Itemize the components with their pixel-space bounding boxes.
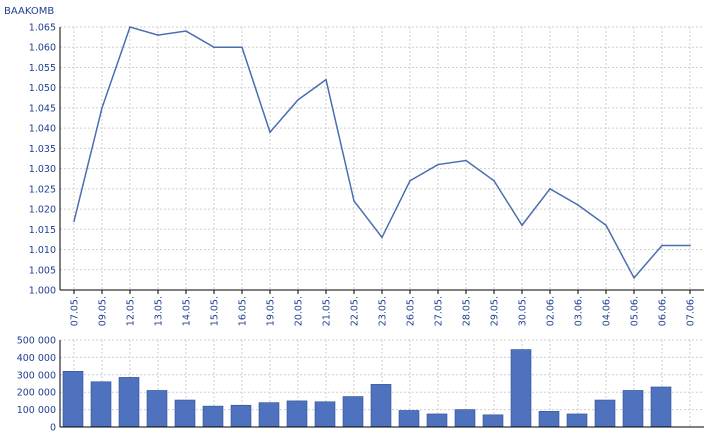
volume-bar	[482, 414, 504, 428]
volume-y-tick-label: 500 000	[17, 336, 56, 347]
x-tick-label: 27.05.	[434, 296, 445, 326]
price-y-tick-label: 1.020	[29, 205, 56, 216]
volume-y-tick-label: 100 000	[17, 405, 56, 416]
volume-bar	[202, 405, 224, 428]
price-point	[73, 220, 75, 223]
x-tick-label: 19.05.	[266, 296, 277, 326]
price-point	[465, 159, 467, 162]
volume-bar	[118, 377, 140, 428]
volume-y-tick-label: 200 000	[17, 388, 56, 399]
price-y-tick-label: 1.045	[29, 103, 56, 114]
volume-y-tick-label: 300 000	[17, 370, 56, 381]
x-tick-label: 22.05.	[350, 296, 361, 326]
price-point	[185, 30, 187, 32]
price-line-series	[73, 26, 691, 280]
price-y-tick-label: 1.050	[29, 83, 56, 94]
volume-bar	[538, 411, 560, 428]
price-grid	[60, 26, 704, 291]
x-tick-label: 16.05.	[238, 296, 249, 326]
price-y-tick-label: 1.030	[29, 164, 56, 175]
x-tick-label: 30.05.	[518, 296, 529, 326]
x-tick-label: 07.06.	[686, 296, 697, 326]
price-y-tick-label: 1.065	[29, 23, 56, 34]
price-point	[661, 244, 663, 247]
volume-y-tick-label: 400 000	[17, 353, 56, 364]
x-tick-label: 28.05.	[462, 296, 473, 326]
volume-bar	[62, 371, 84, 428]
volume-bar	[594, 399, 616, 428]
volume-bar	[146, 390, 168, 428]
x-tick-label: 20.05.	[294, 296, 305, 326]
x-tick-label: 13.05.	[154, 296, 165, 326]
price-y-tick-label: 1.010	[29, 245, 56, 256]
volume-bar-series	[62, 349, 672, 428]
price-y-tick-label: 1.005	[29, 265, 56, 276]
volume-y-axis: 500 000 400 000 300 000 200 000 100 000 0	[17, 336, 56, 433]
volume-bar	[398, 410, 420, 428]
volume-bar	[454, 409, 476, 428]
price-y-tick-label: 1.055	[29, 63, 56, 74]
price-point	[241, 46, 243, 49]
price-point	[521, 224, 523, 227]
price-point	[689, 244, 691, 247]
price-y-tick-label: 1.015	[29, 225, 56, 236]
x-tick-label: 14.05.	[182, 296, 193, 326]
x-tick-label: 09.05.	[98, 296, 109, 326]
x-tick-label: 15.05.	[210, 296, 221, 326]
price-point	[409, 179, 411, 182]
price-x-axis: 07.05. 09.05. 12.05. 13.05. 14.05. 15.05. 16.0…	[70, 290, 697, 326]
volume-bar	[622, 390, 644, 428]
price-point	[269, 131, 271, 133]
price-point	[353, 200, 355, 202]
volume-bar	[230, 404, 252, 428]
ticker-label: BAAKOMB	[4, 6, 54, 17]
volume-bar	[650, 386, 672, 428]
price-point	[493, 179, 495, 182]
price-y-tick-label: 1.025	[29, 184, 56, 195]
volume-bar	[174, 399, 196, 428]
price-y-tick-label: 1.060	[29, 43, 56, 54]
price-point	[297, 99, 299, 101]
x-tick-label: 26.05.	[406, 296, 417, 326]
volume-bar	[566, 413, 588, 428]
x-tick-label: 05.06.	[630, 296, 641, 326]
volume-bar	[426, 413, 448, 428]
price-point	[577, 204, 579, 206]
price-point	[437, 163, 439, 166]
price-point	[605, 224, 607, 227]
price-y-tick-label: 1.000	[29, 286, 56, 297]
x-tick-label: 12.05.	[126, 296, 137, 326]
price-point	[213, 46, 215, 49]
x-tick-label: 07.05.	[70, 296, 81, 326]
x-tick-label: 02.06.	[546, 296, 557, 326]
x-tick-label: 23.05.	[378, 296, 389, 326]
price-point	[101, 107, 103, 109]
price-point	[633, 277, 635, 279]
price-point	[325, 78, 327, 81]
x-tick-label: 21.05.	[322, 296, 333, 326]
price-point	[129, 26, 131, 28]
volume-bar	[510, 349, 532, 428]
x-tick-label: 06.06.	[658, 296, 669, 326]
x-tick-label: 03.06.	[574, 296, 585, 326]
volume-y-tick-label: 0	[50, 423, 56, 433]
x-tick-label: 29.05.	[490, 296, 501, 326]
price-y-tick-label: 1.040	[29, 124, 56, 135]
price-point	[157, 34, 159, 36]
price-point	[381, 236, 383, 239]
volume-bar	[258, 402, 280, 428]
price-y-axis: 1.065 1.060 1.055 1.050 1.045 1.040 1.035 1.030…	[29, 23, 56, 297]
x-tick-label: 04.06.	[602, 296, 613, 326]
volume-bar	[370, 384, 392, 428]
price-y-tick-label: 1.035	[29, 144, 56, 155]
price-point	[549, 188, 551, 190]
chart-axes	[59, 27, 704, 428]
volume-bar	[314, 401, 336, 428]
volume-bar	[342, 396, 364, 428]
volume-bar	[90, 381, 112, 428]
volume-bar	[286, 400, 308, 428]
